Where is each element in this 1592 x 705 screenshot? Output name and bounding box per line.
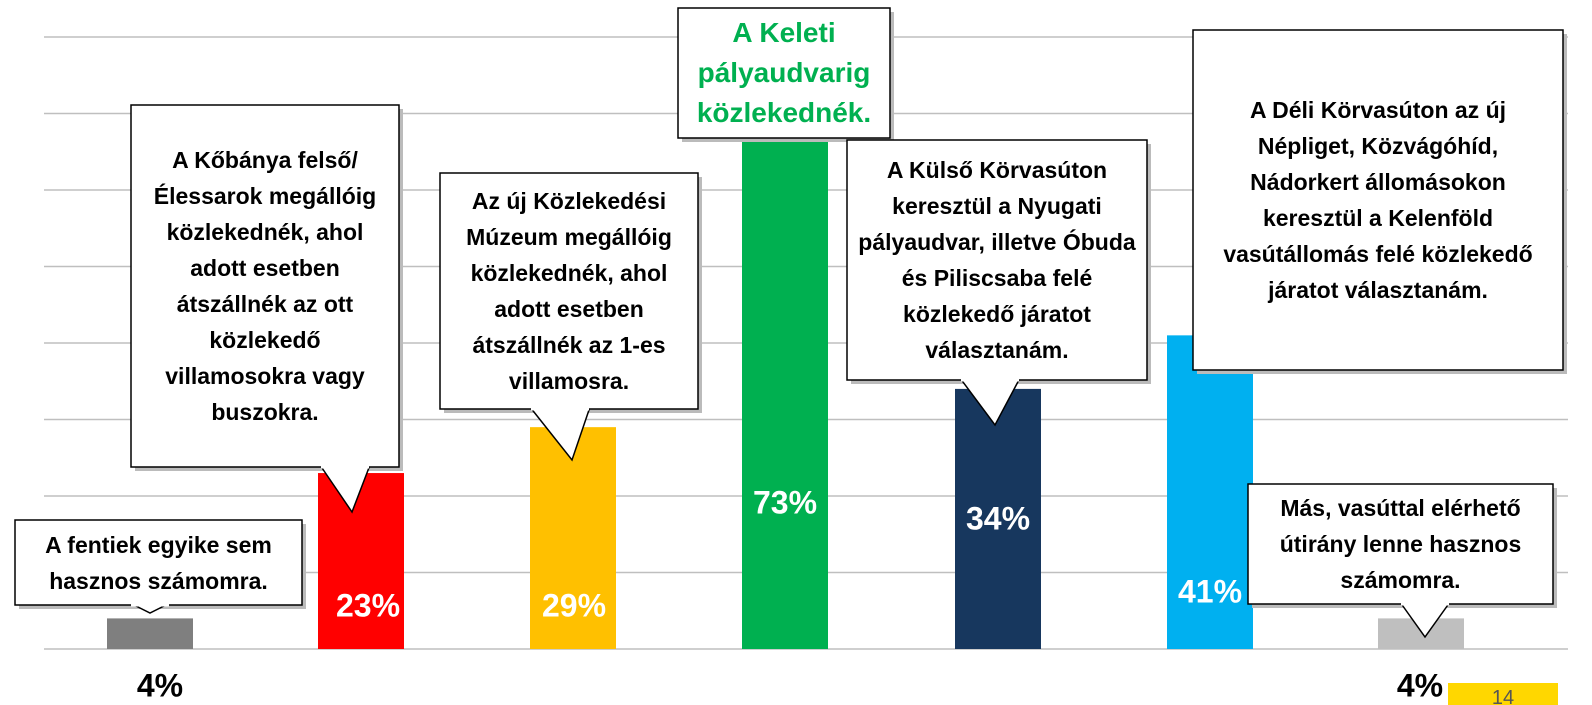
callout-box: [846, 139, 1148, 381]
callout-text: Más, vasúttal elérhető útirány lenne has…: [1279, 495, 1522, 593]
callout-text: A Külső Körvasúton keresztül a Nyugati p…: [858, 157, 1136, 363]
bar: [530, 427, 616, 649]
value-label: 23%: [335, 587, 401, 624]
bar: [1167, 335, 1253, 649]
callout-box: [14, 519, 303, 606]
callout-text: A Kőbánya felső/Élessarok megállóig közl…: [153, 147, 377, 425]
value-label: 4%: [1396, 667, 1444, 704]
value-label: 41%: [1177, 573, 1243, 610]
value-label: 4%: [136, 667, 184, 704]
callout-box: [1247, 483, 1554, 605]
callout-text: A fentiek egyike sem hasznos számomra.: [45, 531, 272, 594]
value-label: 34%: [965, 500, 1031, 537]
callout-box: [130, 104, 400, 468]
callout-text: A Déli Körvasúton az új Népliget, Közvág…: [1223, 97, 1533, 303]
callout-text: A Keleti pályaudvarig közlekednék.: [696, 17, 872, 128]
callout-box: [1192, 29, 1564, 371]
bar: [107, 618, 193, 649]
bar: [318, 473, 404, 649]
bar: [955, 388, 1041, 649]
callout-box: [677, 7, 891, 139]
page-number: 14: [1448, 683, 1558, 705]
value-label: 73%: [752, 484, 818, 521]
value-label: 29%: [541, 587, 607, 624]
callout-text: Az új Közlekedési Múzeum megállóig közle…: [466, 188, 672, 394]
bar: [742, 90, 828, 650]
